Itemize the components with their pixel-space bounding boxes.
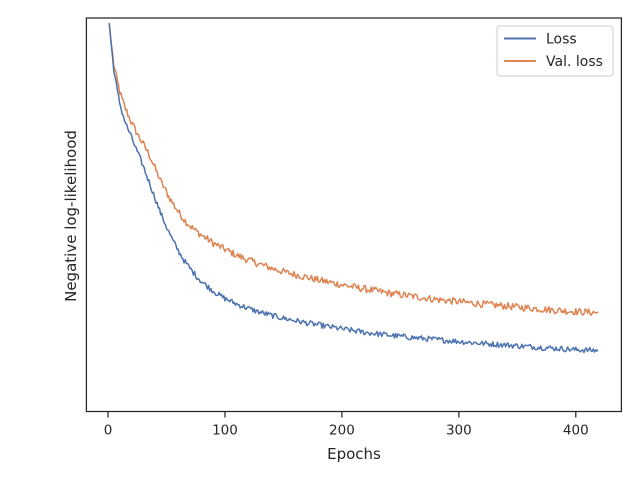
x-tick-label: 400 — [563, 423, 589, 439]
y-axis-label: Negative log-likelihood — [62, 130, 80, 302]
series-line-loss — [108, 23, 599, 354]
series-line-val-loss — [108, 23, 599, 316]
legend: Loss Val. loss — [496, 25, 614, 77]
x-tick-label: 100 — [212, 423, 238, 439]
series-layer — [108, 23, 599, 354]
tick-layer: 0 100 200 300 400 — [104, 411, 589, 439]
x-tick-label: 300 — [446, 423, 472, 439]
legend-label-val-loss: Val. loss — [546, 54, 603, 70]
x-axis-label: Epochs — [327, 445, 381, 463]
plot-background — [86, 18, 622, 412]
plot-frame — [85, 17, 623, 413]
x-tick-label: 0 — [104, 423, 113, 439]
x-tick-label: 200 — [329, 423, 355, 439]
legend-label-loss: Loss — [546, 32, 577, 48]
